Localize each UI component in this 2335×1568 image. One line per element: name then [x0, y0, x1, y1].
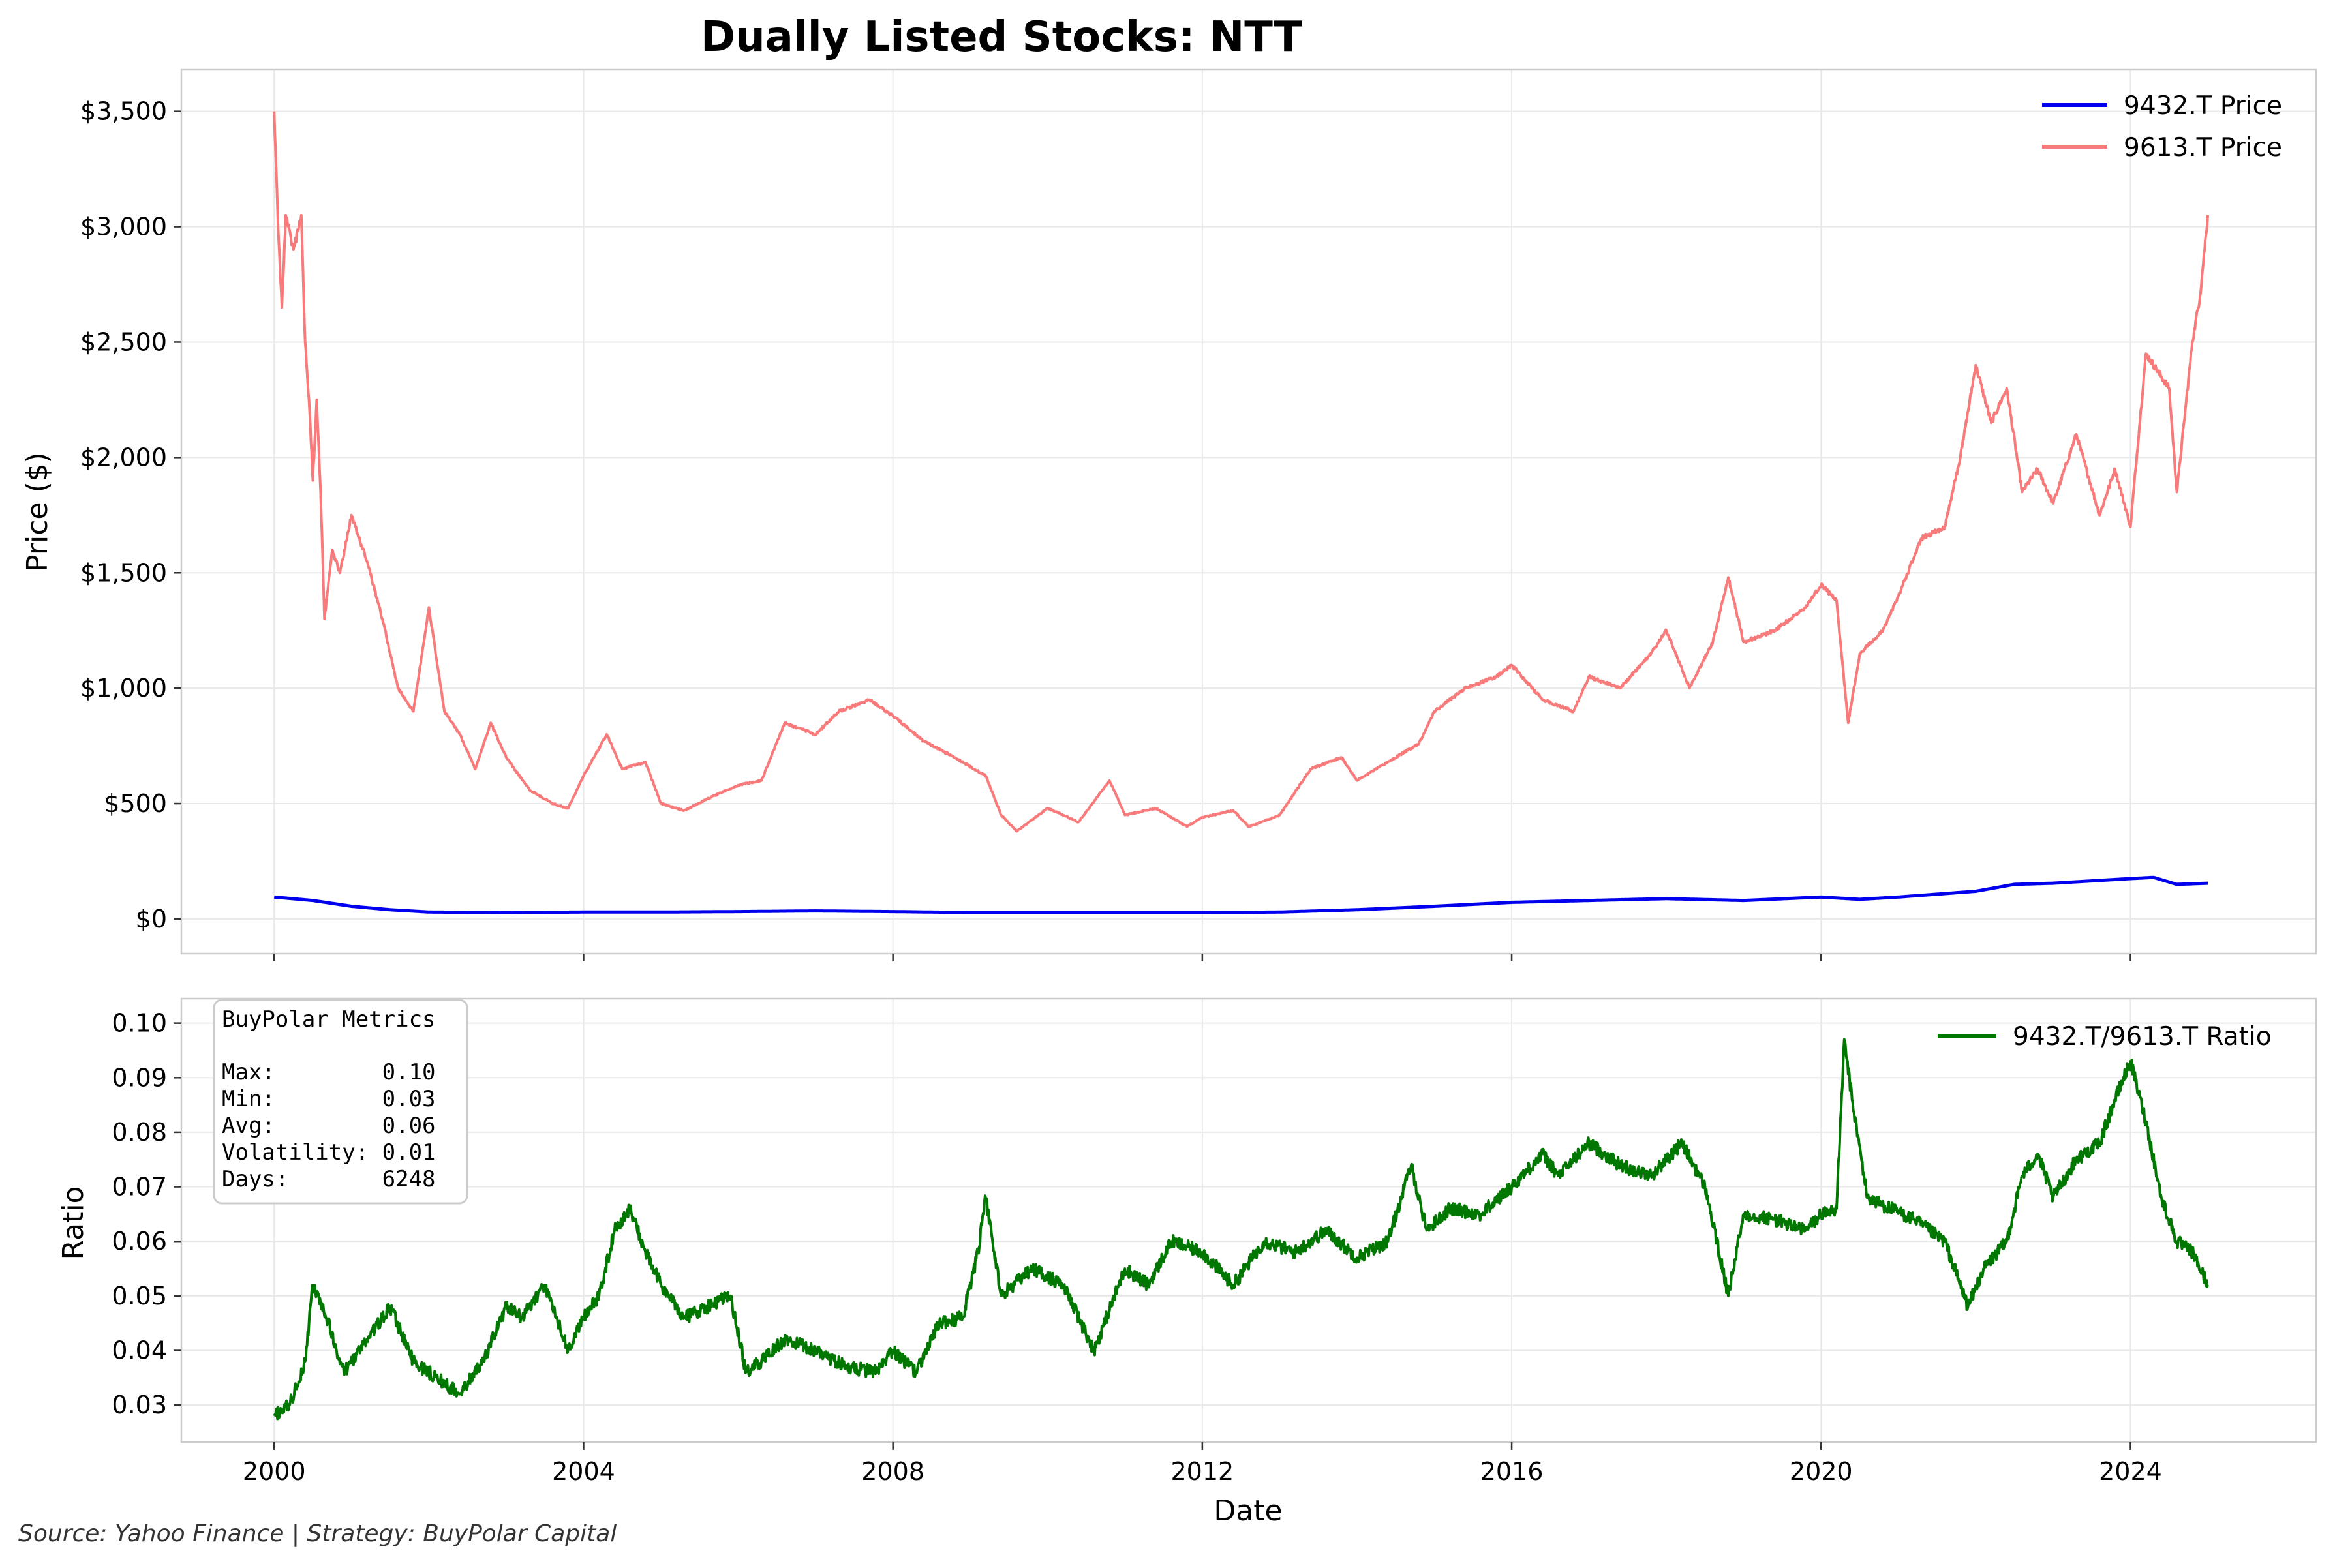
y-tick-label: $2,500	[80, 327, 167, 356]
metrics-box-frame	[213, 999, 468, 1205]
y-tick-label: 0.06	[112, 1227, 167, 1256]
series-line-ratio	[273, 1038, 2209, 1421]
x-tick-label: 2000	[243, 1457, 306, 1486]
x-axis-label: Date	[1213, 1494, 1282, 1528]
y-tick-label: $2,000	[80, 443, 167, 472]
ratio-legend: 9432.T/9613.T Ratio	[1938, 1022, 2272, 1051]
price-panel-frame	[180, 68, 2317, 955]
price-legend: 9432.T Price 9613.T Price	[2042, 91, 2282, 162]
y-tick-label: 0.07	[112, 1173, 167, 1201]
y-tick-label: 0.09	[112, 1063, 167, 1092]
y-tick-label: 0.04	[112, 1336, 167, 1364]
series-line-9432	[273, 875, 2209, 914]
y-tick-label: $1,000	[80, 674, 167, 702]
ratio-panel: 2000 2004 2008 2012 2016 2020 2024 0.03 0.04 0.05…	[57, 997, 2317, 1528]
legend-label-9613: 9613.T Price	[2124, 133, 2282, 162]
y-tick-label: $1,500	[80, 558, 167, 587]
x-tick-label: 2012	[1171, 1457, 1234, 1486]
y-tick-label: $0	[136, 905, 167, 933]
legend-label-ratio: 9432.T/9613.T Ratio	[2013, 1022, 2272, 1051]
metrics-row-avg: Avg: 0.06	[222, 1113, 436, 1139]
metrics-row-max: Max: 0.10	[222, 1059, 436, 1085]
metrics-box: BuyPolar Metrics Max: 0.10 Min: 0.03 Avg…	[213, 999, 468, 1205]
x-tick-label: 2008	[861, 1457, 924, 1486]
metrics-row-days: Days: 6248	[222, 1166, 436, 1192]
y-tick-label: $500	[104, 789, 167, 818]
y-tick-label: 0.03	[112, 1391, 167, 1419]
y-tick-label: $3,500	[80, 97, 167, 126]
metrics-row-volatility: Volatility: 0.01	[222, 1139, 436, 1166]
x-tick-label: 2016	[1480, 1457, 1544, 1486]
x-tick-label: 2004	[552, 1457, 615, 1486]
y-tick-label: $3,000	[80, 213, 167, 241]
y-tick-label: 0.08	[112, 1118, 167, 1147]
legend-label-9432: 9432.T Price	[2124, 91, 2282, 121]
ratio-panel-frame	[180, 997, 2317, 1443]
price-panel: $0 $500 $1,000 $1,500 $2,000 $2,500 $3,000 $3,5…	[21, 68, 2317, 961]
series-line-9613	[273, 111, 2209, 833]
price-y-axis-label: Price ($)	[21, 452, 54, 572]
source-footer: Source: Yahoo Finance | Strategy: BuyPol…	[18, 1520, 617, 1547]
ratio-y-axis-label: Ratio	[57, 1186, 90, 1260]
metrics-heading: BuyPolar Metrics	[222, 1006, 436, 1033]
x-tick-label: 2024	[2099, 1457, 2162, 1486]
x-tick-label: 2020	[1790, 1457, 1853, 1486]
y-tick-label: 0.10	[112, 1009, 167, 1038]
chart-title: Dually Listed Stocks: NTT	[701, 13, 1302, 61]
y-tick-label: 0.05	[112, 1282, 167, 1310]
metrics-row-min: Min: 0.03	[222, 1086, 436, 1112]
